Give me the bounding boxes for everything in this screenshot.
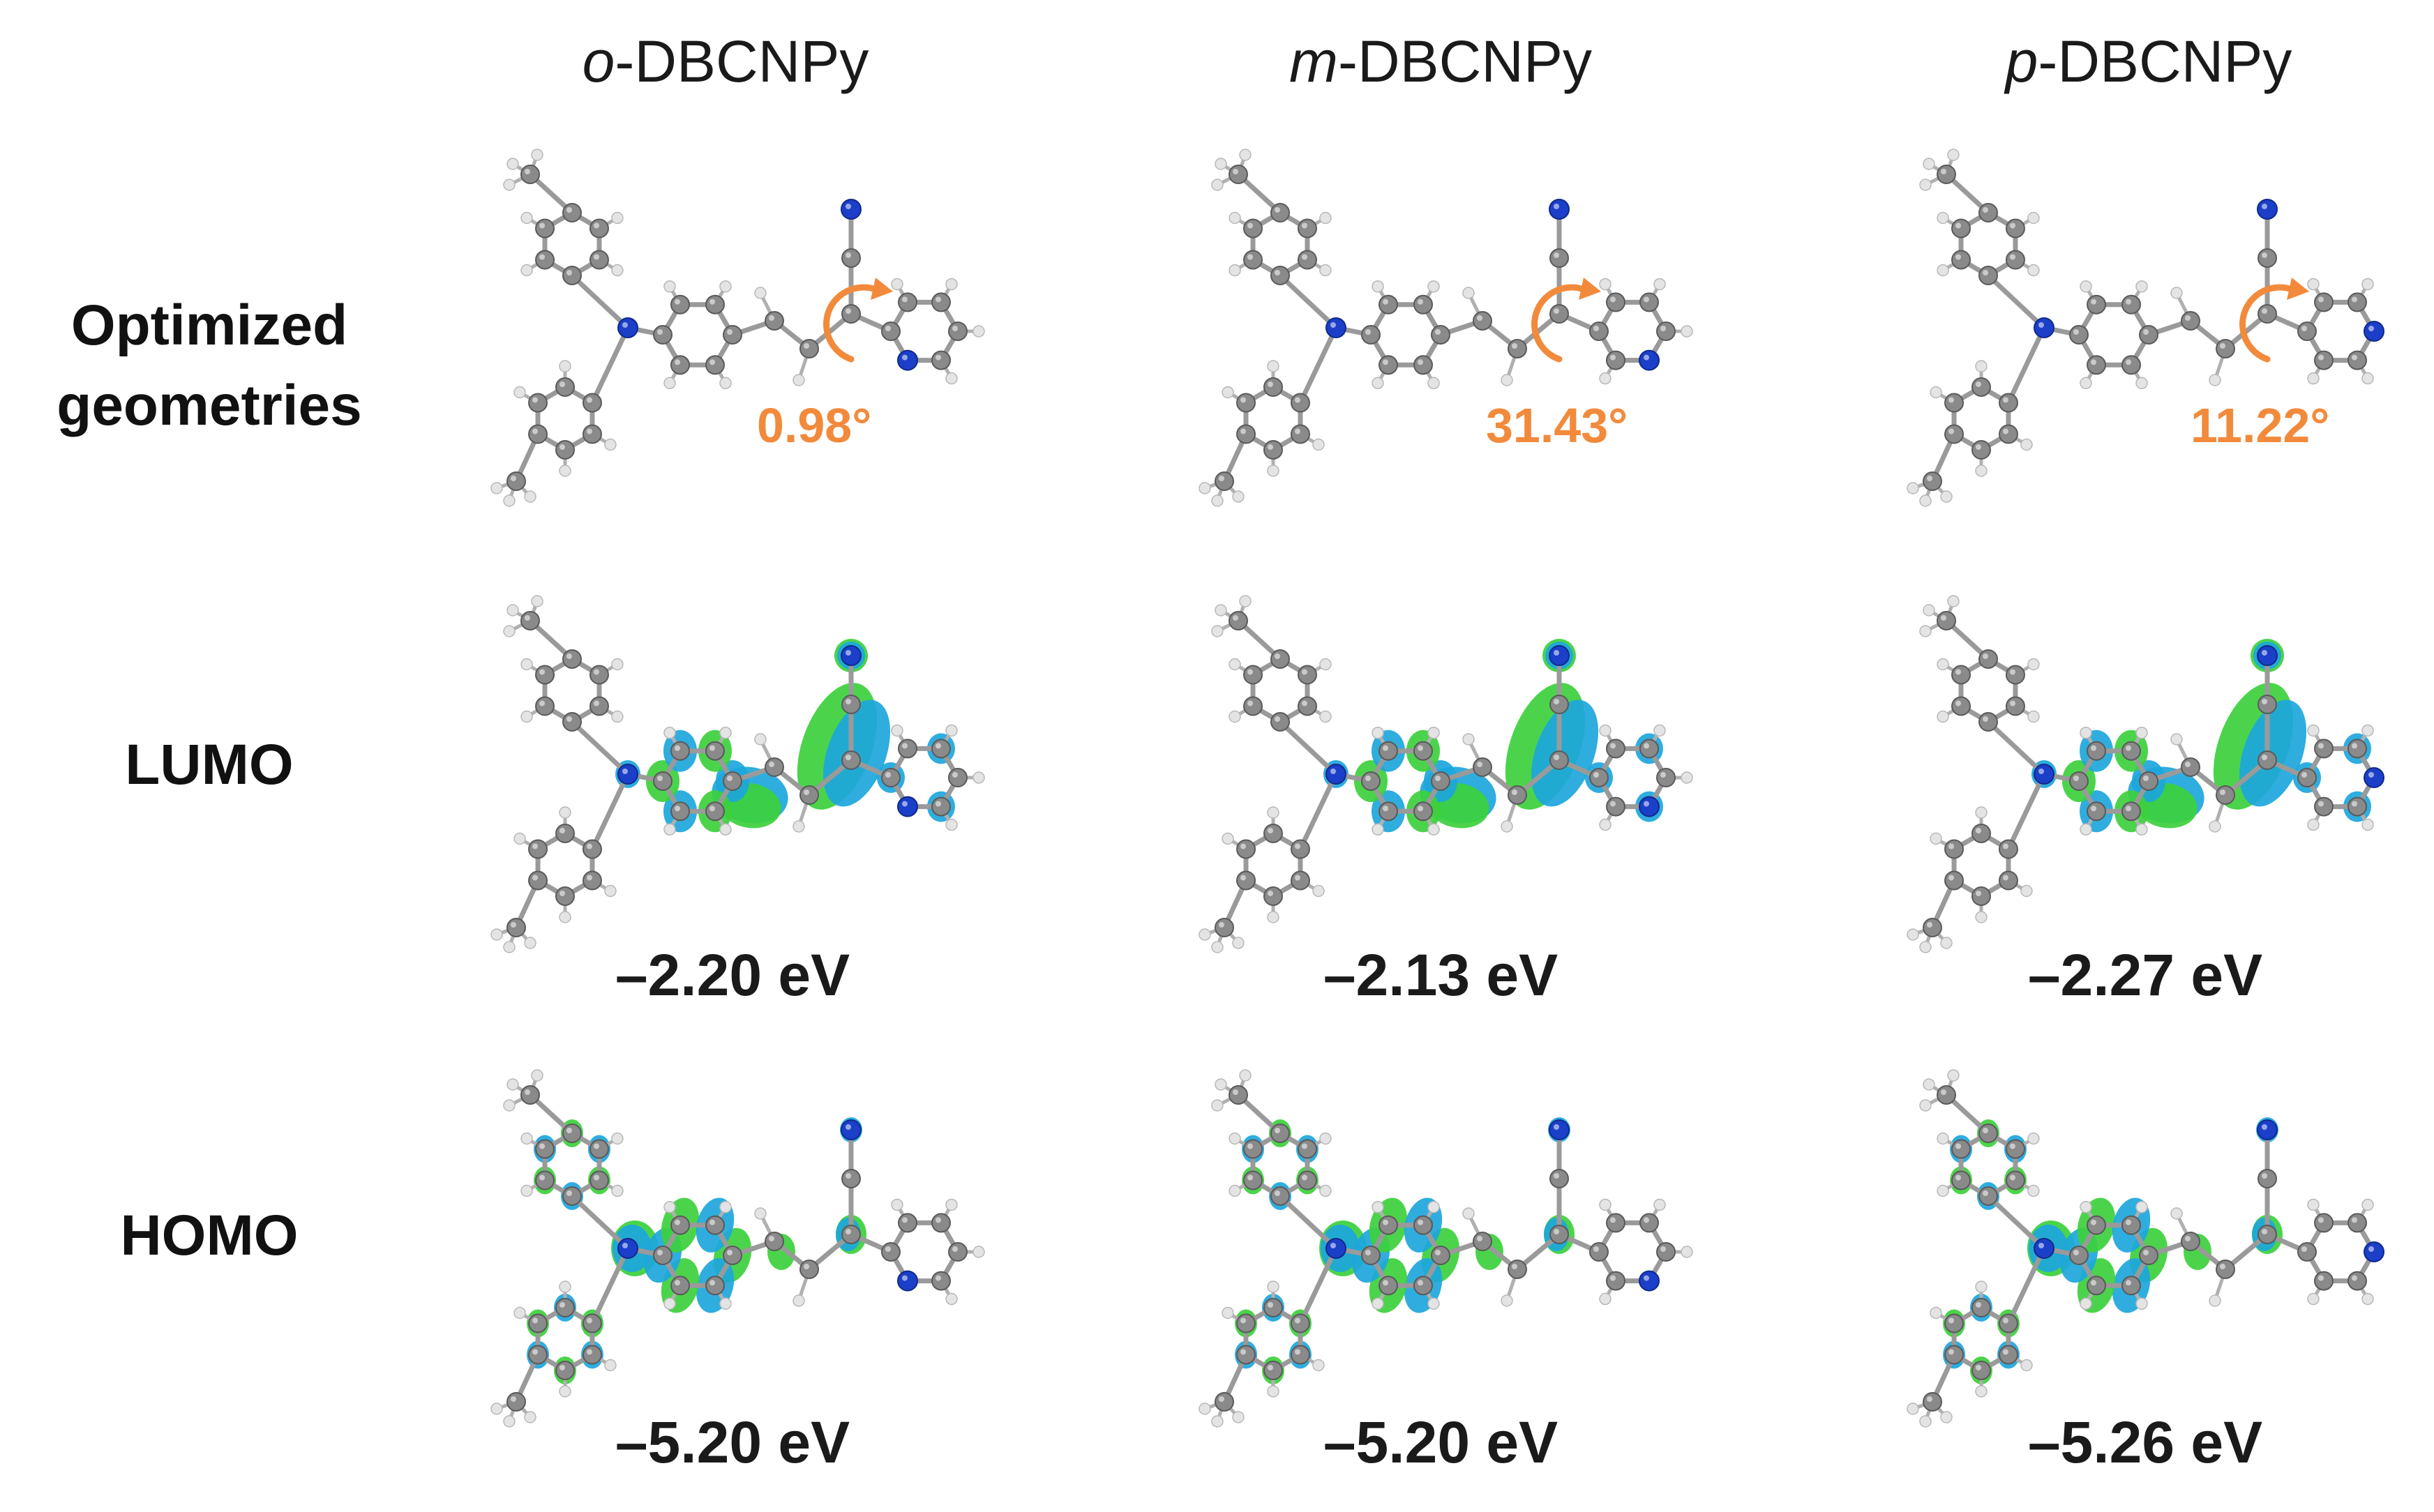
lumo-energy-p: –2.27 eV <box>2027 942 2263 1008</box>
geometry-o-molecule <box>490 149 985 507</box>
lumo-o-molecule <box>490 595 985 953</box>
lumo-energy-o: –2.20 eV <box>615 942 850 1008</box>
homo-p-molecule <box>1907 1069 2384 1428</box>
lumo-m-molecule <box>1199 595 1693 953</box>
col-title-m: m-DBCNPy <box>1289 29 1592 94</box>
row-label-lumo: LUMO <box>125 733 294 796</box>
angle-label-m: 31.43° <box>1486 398 1628 453</box>
homo-o-molecule <box>490 1069 985 1428</box>
row-label-geometry: Optimized geometries <box>57 294 362 437</box>
angle-label-o: 0.98° <box>757 398 872 453</box>
angle-label-p: 11.22° <box>2191 398 2330 453</box>
col-title-o: o-DBCNPy <box>582 29 869 94</box>
lumo-energy-m: –2.13 eV <box>1323 942 1558 1008</box>
geometry-m-molecule <box>1199 149 1693 507</box>
homo-energy-p: –5.26 eV <box>2027 1409 2263 1475</box>
col-title-p: p-DBCNPy <box>2005 29 2292 94</box>
homo-m-molecule <box>1199 1069 1693 1428</box>
lumo-p-molecule <box>1907 595 2384 953</box>
homo-energy-m: –5.20 eV <box>1323 1409 1558 1475</box>
geometry-p-molecule <box>1907 149 2384 507</box>
homo-energy-o: –5.20 eV <box>615 1409 850 1475</box>
row-label-homo: HOMO <box>120 1204 299 1267</box>
